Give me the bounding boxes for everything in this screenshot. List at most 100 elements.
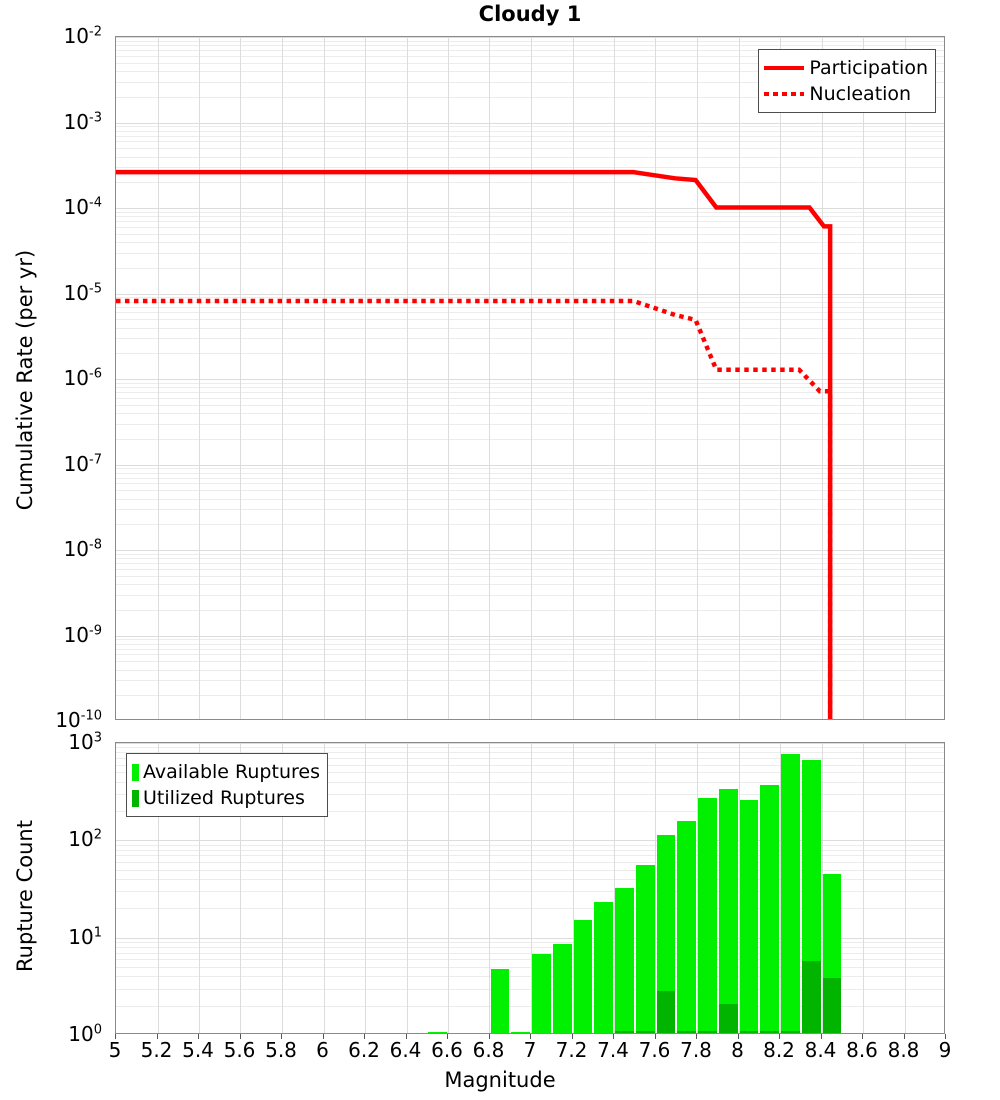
gridline-horizontal [116,845,944,846]
gridline-horizontal [116,383,944,384]
bar-utilized [801,960,821,1033]
dotted-line-icon [764,92,805,96]
gridline-vertical [240,37,241,719]
gridline-horizontal [116,242,944,243]
gridline-horizontal [116,227,944,228]
gridline-horizontal [116,353,944,354]
x-tick-mark [820,1034,822,1039]
legend-item-participation[interactable]: Participation [764,55,928,81]
gridline-vertical [573,37,574,719]
gridline-horizontal [116,661,944,662]
x-tick-label: 8.2 [763,1038,795,1062]
gridline-vertical [697,37,698,719]
x-tick-mark [156,1034,158,1039]
top-legend: Participation Nucleation [758,49,936,113]
x-tick-label: 6 [316,1038,329,1062]
y-tick-label: 10-9 [63,622,102,647]
gridline-horizontal [116,644,944,645]
gridline-horizontal [116,157,944,158]
gridline-horizontal [116,524,944,525]
gridline-horizontal [116,610,944,611]
x-tick-mark [696,1034,697,1039]
y-tick-label: 10-4 [63,195,102,219]
legend-label-participation: Participation [809,57,928,79]
gridline-horizontal [116,680,944,681]
x-tick-mark [239,1034,241,1039]
gridline-vertical [324,743,325,1033]
bottom-legend: Available Ruptures Utilized Ruptures [126,753,328,817]
x-tick-label: 7.4 [597,1038,629,1062]
x-tick-mark [364,1034,365,1039]
gridline-vertical [448,743,449,1033]
gridline-vertical [614,37,615,719]
legend-item-utilized-ruptures[interactable]: Utilized Ruptures [132,785,320,811]
rate-curves [116,169,833,719]
gridline-horizontal [116,636,944,637]
gridline-horizontal [116,794,944,795]
y-tick-label: 10-6 [63,366,102,390]
bar-available [635,865,655,1033]
gridline-horizontal [116,953,944,954]
gridline-vertical [614,743,615,1033]
x-tick-mark [862,1034,863,1039]
gridline-horizontal [116,558,944,559]
y-tick-label: 10-7 [63,451,102,476]
gridline-horizontal [116,550,944,551]
gridline-horizontal [116,569,944,570]
bar-available [552,943,572,1033]
gridline-horizontal [116,509,944,510]
gridline-horizontal [116,554,944,555]
gridline-vertical [573,743,574,1033]
bar-utilized [822,977,842,1033]
chart-title: Cloudy 1 [478,2,582,26]
gridline-horizontal [116,141,944,142]
bar-available [822,874,842,1033]
legend-item-nucleation[interactable]: Nucleation [764,81,928,107]
gridline-horizontal [116,468,944,469]
gridline-horizontal [116,56,944,57]
x-axis-title: Magnitude [444,1068,556,1092]
bar-available [490,968,510,1033]
x-tick-label: 5.8 [265,1038,297,1062]
bar-utilized [615,1031,634,1033]
x-tick-label: 8.8 [887,1038,920,1062]
cumulative-rate-plot: Participation Nucleation [115,36,945,720]
gridline-vertical [158,743,159,1033]
bar-utilized [656,991,676,1033]
gridline-horizontal [116,167,944,168]
gridline-horizontal [116,82,944,83]
x-tick-mark [613,1034,614,1039]
gridline-horizontal [116,584,944,585]
gridline-horizontal [116,595,944,596]
gridline-horizontal [116,938,944,939]
gridline-horizontal [116,670,944,671]
gridline-vertical [158,37,159,719]
gridline-horizontal [116,478,944,479]
x-tick-label: 8 [731,1038,744,1062]
gridline-vertical [905,37,906,719]
x-tick-label: 7 [523,1038,537,1062]
x-tick-label: 7.8 [680,1038,712,1062]
legend-label-available: Available Ruptures [143,761,320,783]
gridline-vertical [407,37,408,719]
gridline-vertical [489,37,490,719]
gridline-horizontal [116,41,944,42]
gridline-vertical [863,743,864,1033]
x-tick-label: 9 [938,1038,952,1062]
bar-utilized [698,1031,717,1033]
gridline-horizontal [116,71,944,72]
bar-utilized [635,1031,655,1033]
gridline-horizontal [116,126,944,127]
x-tick-label: 5.2 [140,1038,173,1062]
utilized-color-swatch [132,789,139,807]
gridline-vertical [365,743,366,1033]
legend-item-available-ruptures[interactable]: Available Ruptures [132,759,320,785]
gridline-horizontal [116,312,944,313]
gridline-vertical [780,743,781,1033]
x-tick-mark [405,1034,407,1039]
x-tick-mark [447,1034,448,1039]
x-tick-label: 8.6 [846,1038,878,1062]
gridline-horizontal [116,338,944,339]
x-tick-label: 5 [108,1038,122,1062]
